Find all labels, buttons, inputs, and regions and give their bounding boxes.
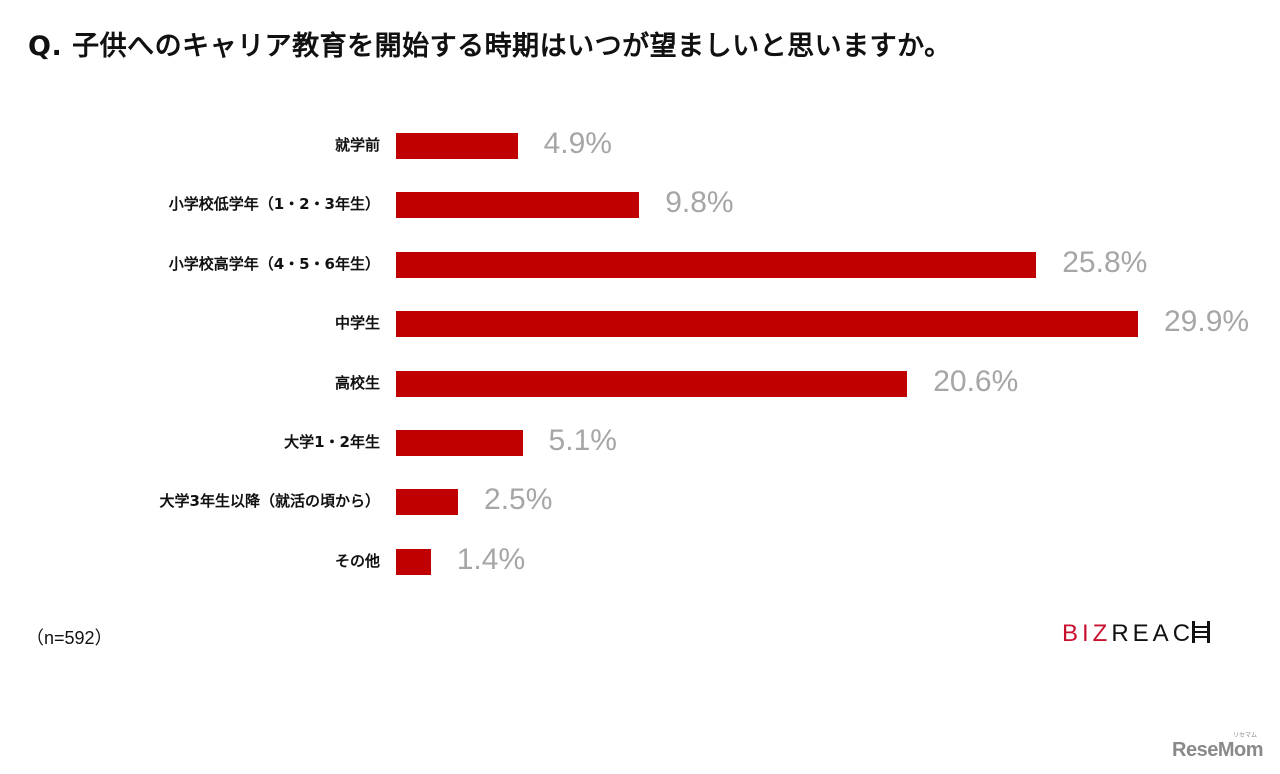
value-label: 2.5% bbox=[484, 483, 553, 517]
resemom-watermark: ReseMom リセマム bbox=[1172, 733, 1263, 762]
category-label: 小学校低学年（1・2・3年生） bbox=[168, 195, 380, 214]
bar bbox=[396, 133, 518, 159]
value-label: 29.9% bbox=[1164, 305, 1250, 339]
bar bbox=[396, 489, 459, 516]
category-label: 就学前 bbox=[334, 136, 380, 154]
value-label: 5.1% bbox=[548, 424, 617, 457]
chart-title: Q. 子供へのキャリア教育を開始する時期はいつが望ましいと思いますか。 bbox=[28, 31, 952, 62]
bar-row: 中学生 29.9% bbox=[0, 305, 1280, 339]
ladder-h-icon bbox=[1192, 621, 1211, 643]
category-label: その他 bbox=[334, 551, 380, 570]
bar-row: 就学前 4.9% bbox=[0, 127, 1280, 161]
bar bbox=[396, 430, 523, 456]
value-label: 20.6% bbox=[933, 364, 1019, 398]
sample-size-note: （n=592） bbox=[26, 628, 113, 648]
value-label: 25.8% bbox=[1062, 245, 1148, 279]
bizreach-logo: BIZREAC bbox=[1062, 620, 1211, 648]
bar-row: 大学3年生以降（就活の頃から） 2.5% bbox=[0, 483, 1280, 517]
bar-row: 小学校低学年（1・2・3年生） 9.8% bbox=[0, 186, 1280, 220]
logo-text-red: BIZ bbox=[1062, 620, 1112, 647]
bar bbox=[396, 311, 1138, 338]
value-label: 1.4% bbox=[456, 542, 526, 576]
bar-chart: 就学前 4.9% 小学校低学年（1・2・3年生） 9.8% 小学校高学年（4・5・6年生… bbox=[0, 127, 1280, 577]
value-label: 9.8% bbox=[665, 186, 734, 220]
bar-row: その他 1.4% bbox=[0, 543, 1280, 577]
bar bbox=[396, 192, 640, 219]
bar-row: 大学1・2年生 5.1% bbox=[0, 424, 1280, 458]
bar-row: 小学校高学年（4・5・6年生） 25.8% bbox=[0, 246, 1280, 280]
category-label: 小学校高学年（4・5・6年生） bbox=[168, 254, 380, 273]
category-label: 中学生 bbox=[334, 314, 380, 333]
value-label: 4.9% bbox=[543, 127, 612, 160]
category-label: 大学1・2年生 bbox=[284, 433, 380, 451]
category-label: 大学3年生以降（就活の頃から） bbox=[159, 492, 380, 511]
bar bbox=[396, 251, 1037, 278]
watermark-ruby: リセマム bbox=[1232, 733, 1257, 739]
logo-text-black: REAC bbox=[1111, 620, 1195, 647]
category-label: 高校生 bbox=[334, 373, 380, 392]
bar bbox=[396, 548, 431, 575]
bar-row: 高校生 20.6% bbox=[0, 365, 1280, 399]
bar bbox=[396, 370, 908, 397]
watermark-text: ReseMom bbox=[1172, 739, 1263, 761]
